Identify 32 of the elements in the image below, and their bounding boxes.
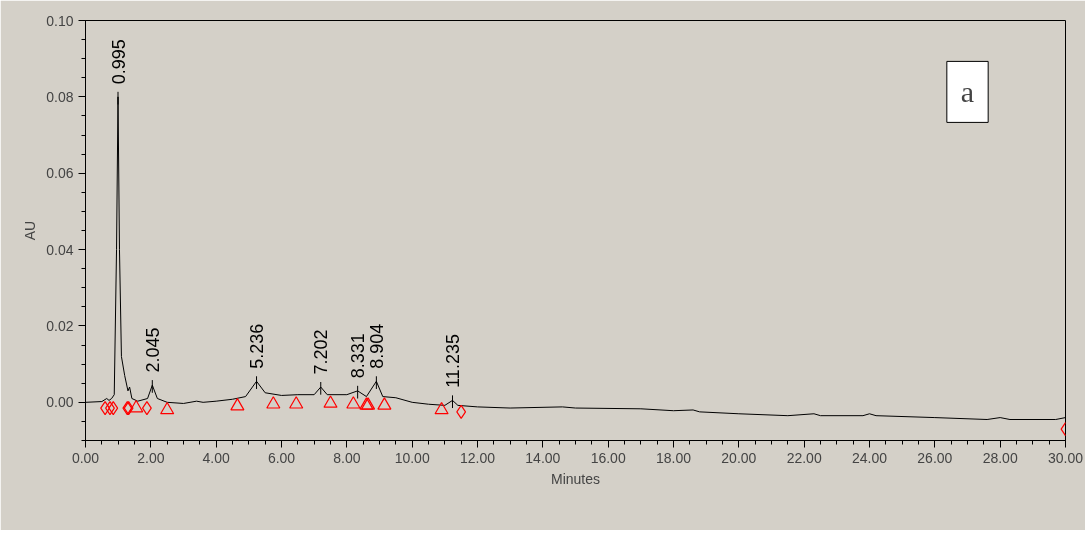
x-tick-label: 30.00 [1047, 449, 1084, 466]
y-tick-label: 0.00 [46, 394, 74, 411]
y-tick-label: 0.08 [46, 88, 74, 105]
x-tick-label: 6.00 [267, 449, 296, 466]
x-tick-label: 10.00 [394, 449, 430, 466]
y-tick-label: 0.04 [46, 241, 74, 258]
x-tick-label: 24.00 [851, 449, 888, 466]
annotation: 2.045 [142, 327, 163, 373]
x-axis-title: Minutes [550, 470, 601, 487]
y-tick-label: 0.10 [46, 12, 74, 29]
annotation: 7.202 [311, 329, 332, 375]
y-tick-label: 0.02 [46, 317, 74, 334]
x-tick-label: 20.00 [721, 449, 757, 466]
annotation: a [960, 75, 975, 109]
x-tick-label: 16.00 [590, 449, 626, 466]
x-tick-label: 12.00 [459, 449, 496, 466]
y-tick-label: 0.06 [46, 165, 74, 182]
x-tick-label: 22.00 [786, 449, 822, 466]
x-tick-label: 26.00 [917, 449, 953, 466]
y-axis-title: AU [22, 220, 39, 241]
annotation: 8.331 [348, 333, 369, 379]
annotation: 8.904 [366, 323, 387, 369]
annotation: 5.236 [247, 323, 268, 369]
x-tick-label: 0.00 [71, 449, 100, 466]
annotation: 11.235 [443, 334, 464, 388]
x-tick-label: 18.00 [655, 449, 692, 466]
x-tick-label: 2.00 [137, 449, 165, 466]
annotation: 0.995 [108, 39, 129, 85]
x-tick-label: 4.00 [202, 449, 230, 466]
x-tick-label: 28.00 [982, 449, 1018, 466]
x-tick-label: 8.00 [333, 449, 361, 466]
x-tick-label: 14.00 [525, 449, 561, 466]
